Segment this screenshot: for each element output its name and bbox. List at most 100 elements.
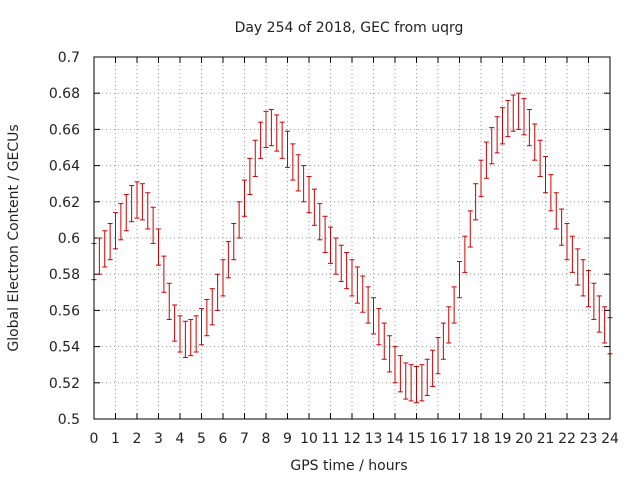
data-point	[483, 141, 489, 179]
x-tick-label: 0	[90, 431, 99, 447]
x-tick-label: 15	[408, 431, 426, 447]
data-point	[301, 165, 307, 203]
data-point	[102, 230, 108, 268]
x-tick-label: 4	[176, 431, 185, 447]
x-tick-label: 23	[580, 431, 598, 447]
data-point	[199, 308, 204, 346]
data-point	[338, 244, 344, 282]
x-tick-label: 3	[154, 431, 163, 447]
plot-frame	[93, 56, 611, 420]
data-point	[543, 156, 548, 194]
x-tick-label: 6	[219, 431, 228, 447]
data-point	[403, 362, 409, 400]
data-point	[182, 320, 188, 358]
x-tick-label: 22	[558, 431, 576, 447]
y-axis-label: Global Electron Content / GECUs	[6, 124, 22, 351]
data-point	[215, 273, 221, 311]
x-axis-label: GPS time / hours	[290, 458, 407, 474]
data-point	[247, 157, 253, 196]
data-point	[505, 99, 511, 138]
data-point	[156, 228, 161, 266]
data-point	[473, 183, 479, 221]
data-point	[575, 248, 581, 286]
data-point	[446, 306, 452, 344]
data-point	[467, 210, 473, 248]
data-point	[188, 318, 194, 357]
chart-title: Day 254 of 2018, GEC from uqrg	[235, 20, 464, 36]
data-point	[435, 337, 441, 375]
x-tick-label: 5	[197, 431, 206, 447]
data-point	[107, 223, 113, 261]
data-point	[419, 364, 425, 402]
data-point	[285, 130, 290, 168]
data-point	[424, 358, 430, 396]
data-point	[134, 181, 140, 219]
data-point	[139, 183, 145, 221]
data-point	[430, 349, 436, 387]
data-point	[586, 270, 591, 308]
x-tick-label: 11	[322, 431, 340, 447]
data-point	[209, 288, 215, 326]
y-tick-label: 0.68	[49, 86, 80, 102]
data-point	[408, 364, 414, 402]
data-point	[290, 143, 296, 181]
data-point	[457, 261, 462, 299]
data-point	[478, 159, 484, 197]
x-tick-label: 24	[601, 431, 619, 447]
data-point	[494, 116, 500, 154]
x-tick-label: 10	[300, 431, 318, 447]
y-axis-ticks: 0.5 0.52 0.54 0.56 0.58 0.6 0.62 0.64 0.66 0.68 0.…	[49, 50, 610, 428]
data-point	[392, 346, 398, 384]
data-point	[129, 185, 135, 223]
x-tick-label: 12	[343, 431, 361, 447]
y-tick-label: 0.56	[49, 303, 80, 319]
data-point	[354, 266, 360, 304]
y-tick-label: 0.64	[49, 159, 80, 175]
data-point	[365, 286, 371, 324]
data-point	[349, 259, 355, 297]
data-point	[236, 201, 242, 239]
data-point	[462, 235, 468, 273]
y-tick-label: 0.6	[58, 231, 80, 247]
data-point	[371, 297, 376, 335]
data-point	[118, 203, 124, 241]
data-point	[177, 315, 183, 353]
x-tick-label: 7	[240, 431, 249, 447]
data-point	[274, 114, 280, 152]
data-point	[532, 123, 538, 161]
data-point	[333, 237, 339, 275]
x-tick-label: 2	[133, 431, 142, 447]
data-point	[451, 286, 457, 324]
data-point	[317, 203, 323, 241]
data-point	[596, 295, 602, 333]
data-point	[500, 107, 505, 145]
data-point	[387, 335, 393, 373]
x-tick-label: 18	[472, 431, 490, 447]
data-point	[521, 98, 527, 136]
data-point	[279, 121, 285, 159]
data-point	[510, 94, 516, 132]
x-tick-label: 21	[537, 431, 555, 447]
data-point	[440, 322, 446, 360]
y-tick-label: 0.66	[49, 122, 80, 138]
data-point	[397, 355, 403, 393]
data-point	[344, 251, 350, 290]
data-point	[381, 322, 387, 360]
grid-lines	[94, 57, 610, 419]
data-point	[564, 223, 570, 261]
x-tick-label: 19	[494, 431, 512, 447]
data-point	[376, 308, 382, 346]
data-point	[306, 175, 312, 214]
data-point	[414, 366, 419, 404]
data-point	[322, 215, 328, 253]
data-point	[569, 235, 575, 273]
data-point	[548, 174, 554, 212]
data-point	[242, 179, 247, 217]
data-point	[113, 212, 118, 250]
x-tick-label: 9	[283, 431, 292, 447]
y-tick-label: 0.5	[58, 412, 80, 428]
x-tick-label: 16	[429, 431, 447, 447]
data-point	[172, 304, 178, 342]
data-point	[537, 139, 543, 177]
data-point	[553, 192, 559, 230]
